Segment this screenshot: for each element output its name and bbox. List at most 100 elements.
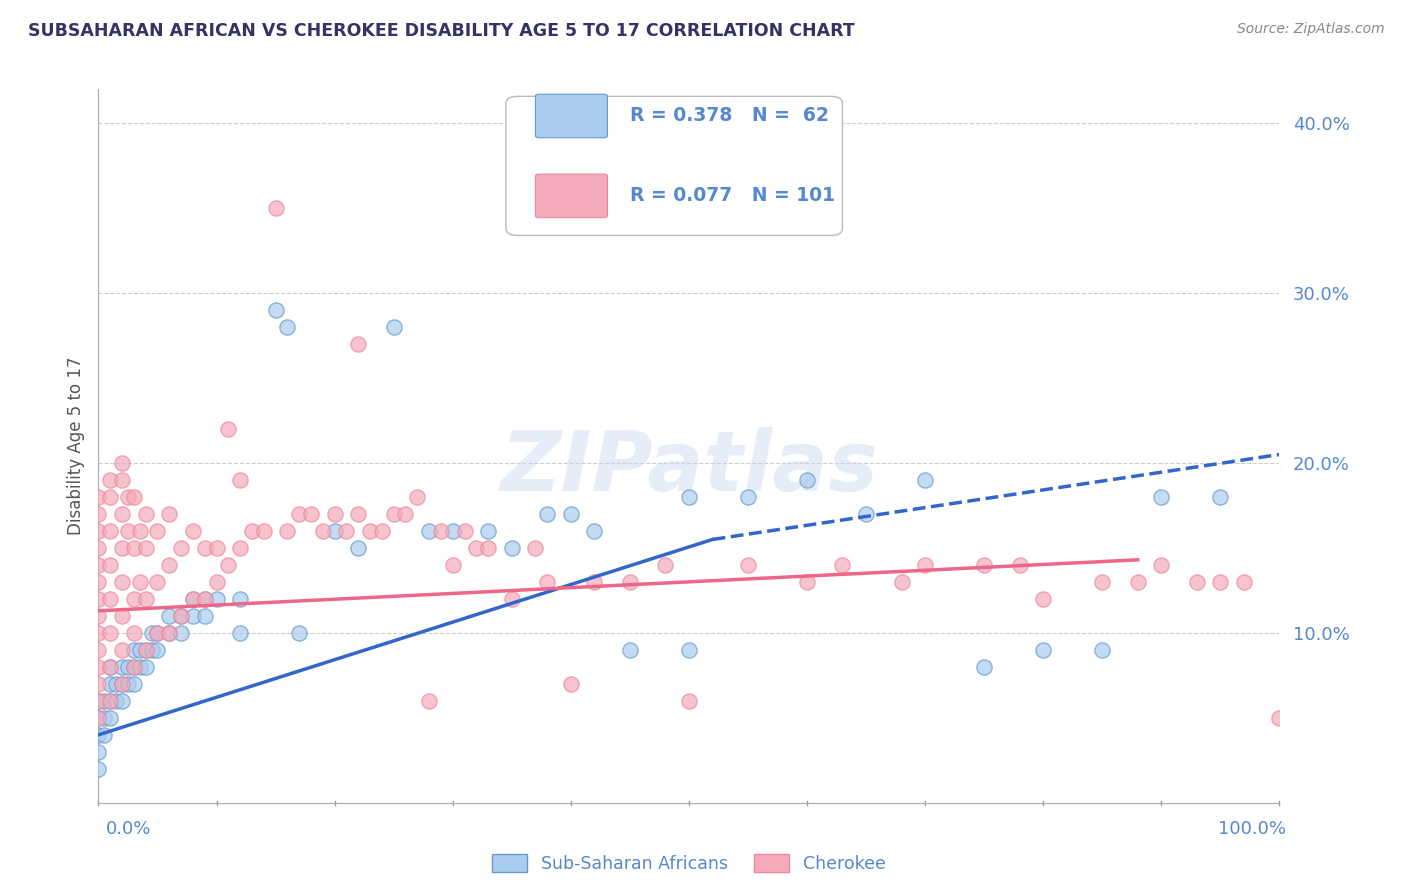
Point (122, 541, 145, 555)
Point (229, 541, 252, 555)
Point (205, 541, 228, 555)
Point (98, 473, 121, 487)
Point (194, 591, 217, 606)
Point (394, 507, 416, 521)
Point (146, 574, 169, 589)
Point (229, 626, 252, 640)
Point (1209, 490, 1232, 504)
Point (583, 574, 606, 589)
Point (536, 574, 558, 589)
Point (87, 711, 110, 725)
Point (105, 677, 128, 691)
Point (312, 524, 335, 538)
Point (111, 473, 134, 487)
Point (111, 574, 134, 589)
Point (111, 608, 134, 623)
Point (98, 558, 121, 572)
Point (122, 490, 145, 504)
Point (128, 574, 150, 589)
Point (135, 541, 157, 555)
Text: Source: ZipAtlas.com: Source: ZipAtlas.com (1237, 22, 1385, 37)
Point (181, 591, 204, 606)
Point (890, 574, 912, 589)
Point (87, 677, 110, 691)
Point (181, 591, 204, 606)
Point (973, 558, 995, 572)
Point (135, 643, 157, 657)
Point (141, 626, 163, 640)
Point (87, 490, 110, 504)
Point (914, 473, 936, 487)
Point (831, 558, 853, 572)
Point (122, 626, 145, 640)
FancyBboxPatch shape (536, 174, 607, 218)
Legend: Sub-Saharan Africans, Cherokee: Sub-Saharan Africans, Cherokee (485, 847, 893, 880)
Point (111, 677, 134, 691)
Point (347, 337, 370, 351)
Point (276, 524, 298, 538)
Point (157, 507, 180, 521)
Point (141, 643, 163, 657)
Point (87, 507, 110, 521)
Point (87, 694, 110, 708)
Point (418, 524, 440, 538)
Point (194, 541, 217, 555)
Point (157, 626, 180, 640)
Text: SUBSAHARAN AFRICAN VS CHEROKEE DISABILITY AGE 5 TO 17 CORRELATION CHART: SUBSAHARAN AFRICAN VS CHEROKEE DISABILIT… (28, 22, 855, 40)
Point (264, 303, 287, 318)
Point (1091, 643, 1114, 657)
Point (135, 591, 157, 606)
Point (288, 507, 311, 521)
Point (93, 694, 115, 708)
Point (1091, 574, 1114, 589)
Point (347, 507, 370, 521)
Point (194, 608, 217, 623)
Point (135, 507, 157, 521)
Point (87, 694, 110, 708)
Point (146, 626, 169, 640)
Point (465, 541, 488, 555)
Point (253, 524, 276, 538)
Point (87, 541, 110, 555)
Point (117, 524, 139, 538)
Point (111, 694, 134, 708)
Point (323, 507, 346, 521)
Point (87, 660, 110, 674)
Point (87, 591, 110, 606)
Point (87, 762, 110, 776)
Point (205, 591, 228, 606)
Point (1008, 558, 1031, 572)
Point (737, 558, 759, 572)
Point (146, 643, 169, 657)
Point (98, 677, 121, 691)
Point (1233, 574, 1256, 589)
Point (796, 574, 818, 589)
Point (229, 473, 252, 487)
Point (181, 608, 204, 623)
Point (98, 711, 121, 725)
Point (560, 677, 582, 691)
Point (229, 591, 252, 606)
Point (678, 490, 700, 504)
Point (335, 524, 357, 538)
Point (98, 490, 121, 504)
Point (157, 608, 180, 623)
Point (382, 507, 405, 521)
Point (87, 626, 110, 640)
Point (122, 677, 145, 691)
Point (98, 626, 121, 640)
Point (146, 524, 169, 538)
Point (914, 558, 936, 572)
Point (501, 541, 523, 555)
Point (157, 558, 180, 572)
Point (654, 558, 676, 572)
Point (1150, 490, 1173, 504)
Point (1126, 574, 1149, 589)
Point (1032, 591, 1054, 606)
Point (111, 507, 134, 521)
Point (264, 201, 287, 215)
Point (583, 524, 606, 538)
Point (111, 456, 134, 470)
Point (87, 745, 110, 759)
Point (111, 541, 134, 555)
